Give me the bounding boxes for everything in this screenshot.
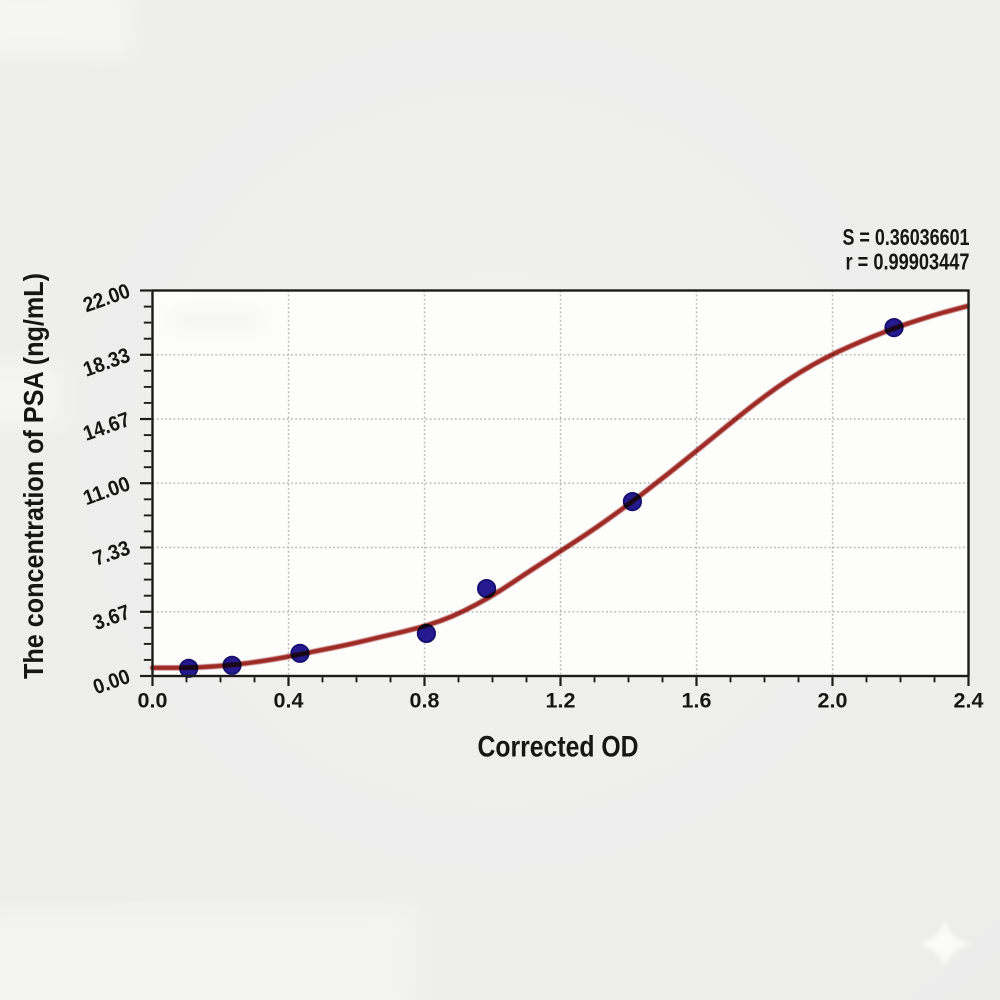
svg-text:1.6: 1.6 (682, 689, 712, 713)
svg-text:2.4: 2.4 (954, 689, 984, 713)
svg-text:Corrected OD: Corrected OD (478, 731, 639, 764)
svg-text:2.0: 2.0 (818, 689, 848, 713)
svg-text:0.4: 0.4 (274, 689, 304, 713)
svg-text:r = 0.99903447: r = 0.99903447 (846, 249, 970, 275)
svg-text:1.2: 1.2 (546, 689, 576, 713)
svg-text:0.8: 0.8 (410, 689, 440, 713)
svg-text:S = 0.36036601: S = 0.36036601 (843, 224, 970, 250)
svg-text:0.0: 0.0 (138, 689, 168, 713)
svg-text:The concentration of PSA (ng/m: The concentration of PSA (ng/mL) (18, 273, 49, 679)
